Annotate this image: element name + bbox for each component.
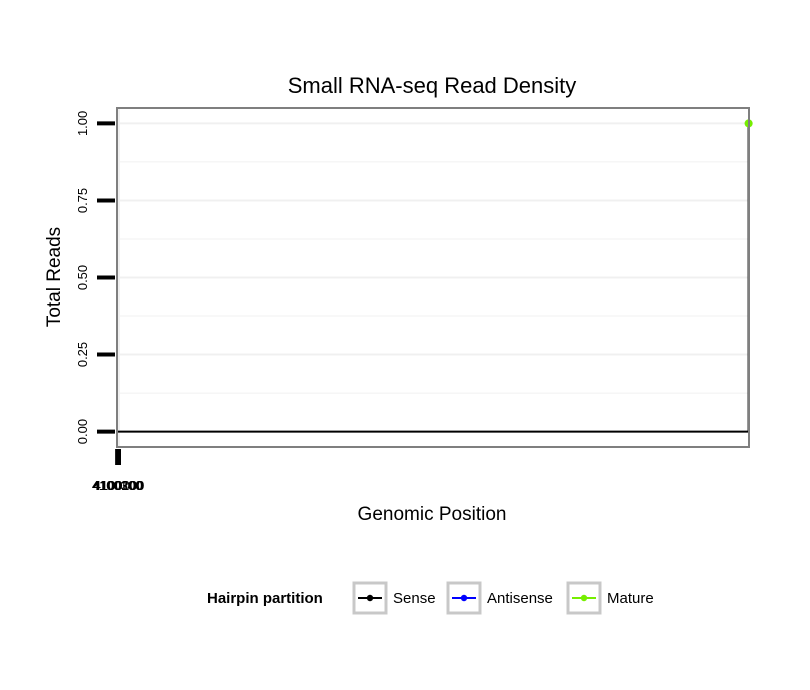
plot-panel: [116, 107, 753, 448]
legend-label-antisense: Antisense: [487, 590, 553, 607]
y-tick-label: 1.00: [75, 111, 90, 136]
panel-border: [116, 107, 750, 448]
legend-label-mature: Mature: [607, 590, 654, 607]
legend: Hairpin partition Sense Antisense Mature: [207, 581, 654, 615]
legend-key-dot: [580, 594, 588, 602]
legend-key-dot: [460, 594, 468, 602]
legend-items: Sense Antisense Mature: [352, 581, 654, 615]
legend-key-dot: [366, 594, 374, 602]
y-tick-label: 0.75: [75, 188, 90, 213]
y-tick-label: 0.00: [75, 419, 90, 444]
x-tick-label: 4100200: [92, 478, 143, 493]
legend-label-sense: Sense: [393, 590, 436, 607]
y-axis: 0.00 0.25 0.50 0.75 1.00: [75, 111, 115, 444]
legend-title: Hairpin partition: [207, 590, 323, 607]
legend-item-mature: Mature: [566, 581, 654, 615]
chart-title: Small RNA-seq Read Density: [288, 73, 577, 98]
x-tick-label: 4100000: [94, 478, 145, 493]
y-tick-label: 0.25: [75, 342, 90, 367]
x-tick-label: 4100100: [93, 478, 144, 493]
x-tick-label: 4100300: [92, 478, 143, 493]
legend-item-antisense: Antisense: [446, 581, 553, 615]
legend-item-sense: Sense: [352, 581, 436, 615]
x-axis-title: Genomic Position: [358, 504, 507, 525]
y-axis-title: Total Reads: [44, 227, 65, 327]
y-tick-label: 0.50: [75, 265, 90, 290]
